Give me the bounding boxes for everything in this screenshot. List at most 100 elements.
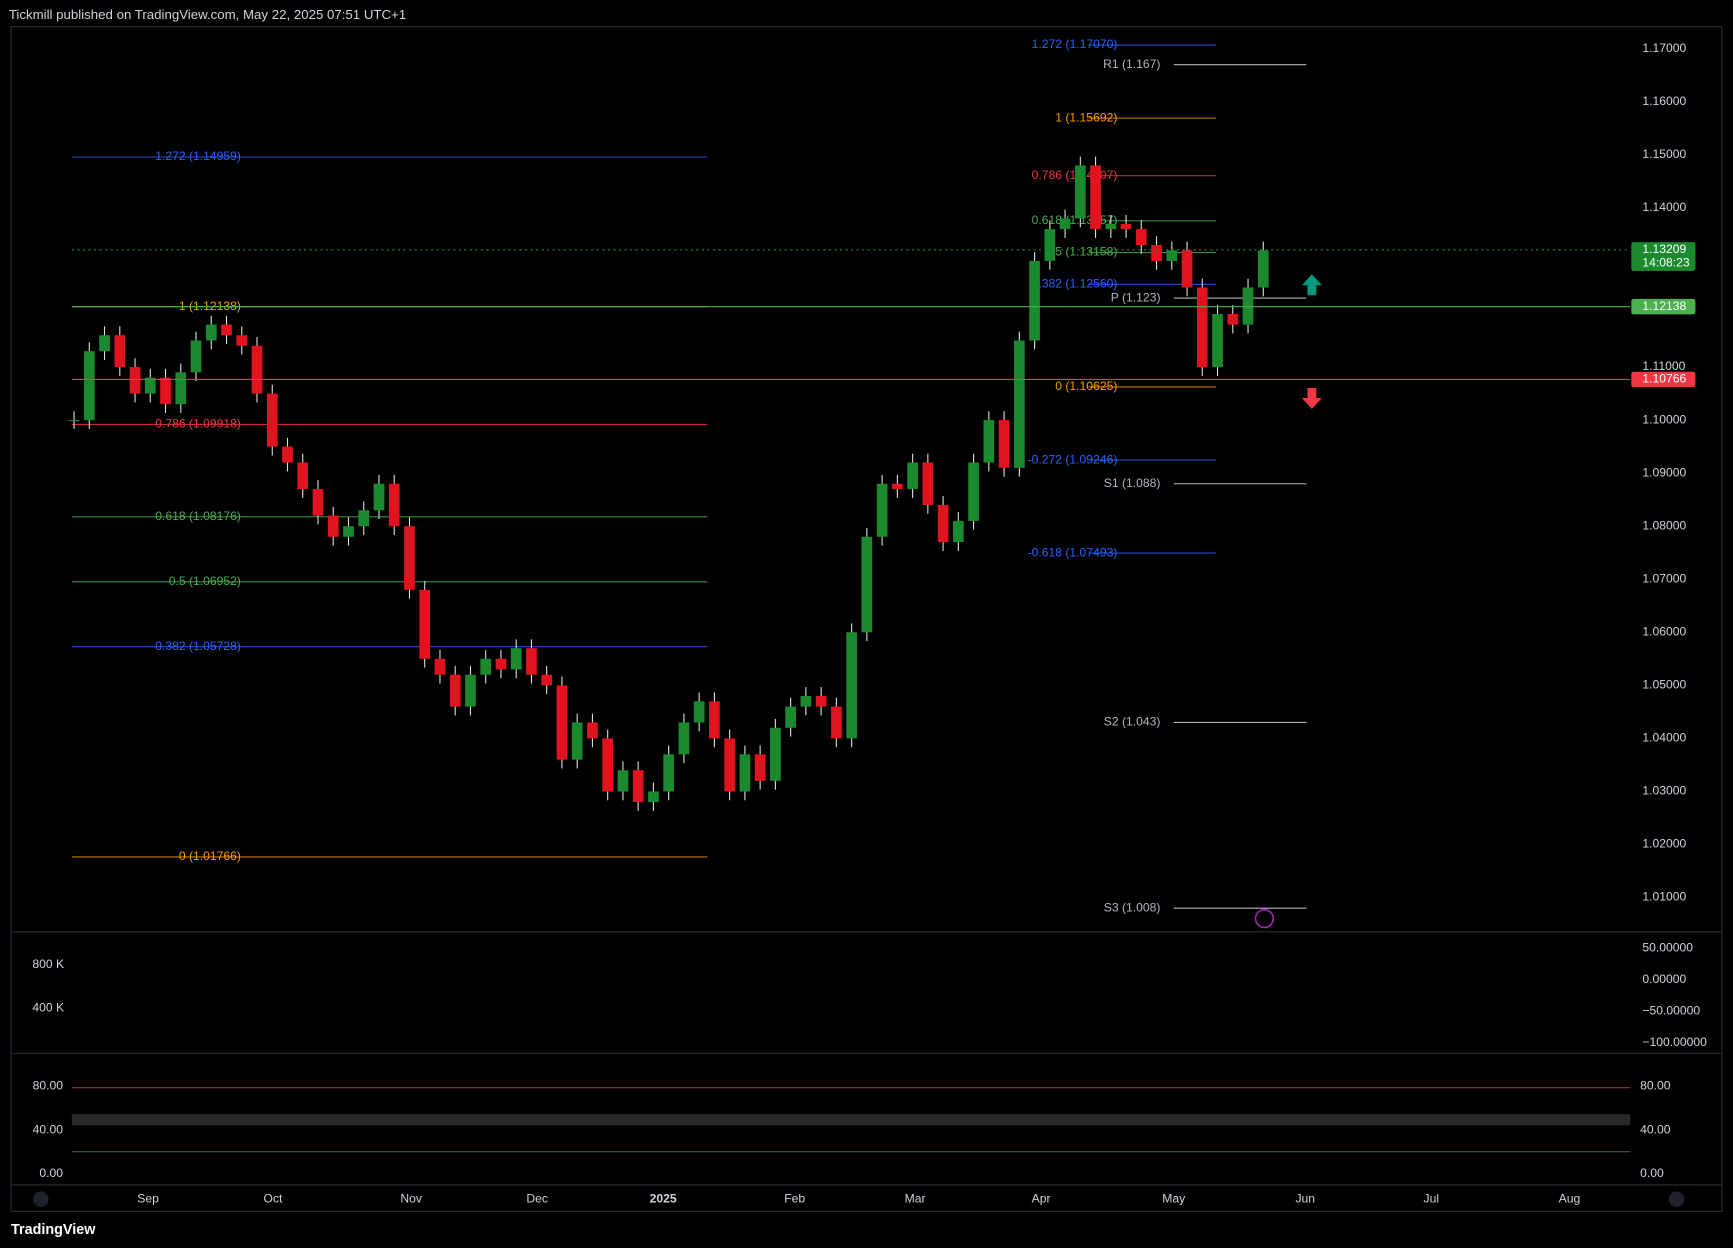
candle-body — [1196, 287, 1208, 368]
volume-tick-label: 800 K — [32, 957, 64, 971]
candle-body — [861, 536, 873, 633]
candle-body — [526, 648, 537, 675]
stoch-band — [71, 1114, 1631, 1126]
price-tag-label: 1.12138 — [1642, 299, 1686, 313]
candle-body — [99, 335, 110, 352]
price-tag-time: 14:08:23 — [1642, 255, 1690, 269]
candle-body — [663, 754, 675, 792]
candle-body — [968, 462, 979, 521]
candle-body — [129, 367, 141, 394]
candle-body — [1105, 223, 1117, 230]
time-tick-label: Sep — [137, 1191, 159, 1205]
candle-body — [266, 393, 278, 447]
candle-body — [602, 738, 614, 792]
candle-body — [785, 706, 796, 728]
candle-body — [876, 483, 888, 537]
candle-body — [709, 701, 720, 739]
alert-icon[interactable] — [1254, 908, 1275, 929]
candle-body — [388, 483, 400, 527]
price-tick-label: 1.16000 — [1642, 94, 1686, 108]
fib-label: 0.5 (1.13158) — [1045, 245, 1117, 259]
candle-body — [327, 515, 339, 537]
fib-label: -0.618 (1.07493) — [1028, 545, 1118, 559]
time-tick-label: May — [1162, 1191, 1186, 1205]
time-tick-label: Nov — [400, 1191, 423, 1205]
time-tick-label: Feb — [784, 1191, 805, 1205]
pivot-label: R1 (1.167) — [1103, 57, 1160, 71]
candle-body — [678, 722, 690, 755]
candle-body — [892, 483, 903, 490]
candle-body — [175, 372, 187, 405]
candle-body — [205, 324, 217, 341]
down-arrow — [1301, 388, 1322, 410]
candle-body — [251, 345, 263, 394]
publish-header: Tickmill published on TradingView.com, M… — [9, 7, 406, 22]
auto-button[interactable] — [1668, 1191, 1685, 1208]
candle-body — [1090, 165, 1101, 230]
candle-body — [221, 324, 232, 336]
price-tag-label: 1.13209 — [1642, 242, 1686, 256]
time-tick-label: Apr — [1032, 1191, 1051, 1205]
pivot-label: P (1.123) — [1111, 290, 1161, 304]
stoch-tick-label: 40.00 — [1640, 1122, 1671, 1136]
chart-frame — [10, 26, 1723, 1212]
candle-body — [480, 658, 492, 675]
candle-body — [571, 722, 583, 760]
candle-body — [114, 335, 126, 368]
candle-body — [983, 420, 995, 463]
stoch-tick-label: 0.00 — [1640, 1166, 1664, 1180]
time-tick-label: 2025 — [650, 1191, 677, 1205]
fib-label: -0.272 (1.09246) — [1028, 452, 1118, 466]
footer-logo: TradingView — [11, 1222, 96, 1238]
candle-body — [632, 770, 644, 803]
candle-body — [190, 340, 202, 373]
price-tick-label: 1.10000 — [1642, 412, 1686, 426]
fib-label: 1.272 (1.14959) — [155, 149, 241, 163]
candle-body — [815, 695, 827, 707]
candle-body — [297, 462, 309, 490]
zoom-button[interactable] — [33, 1191, 49, 1208]
candle-body — [312, 489, 324, 516]
stoch-tick-label: 80.00 — [33, 1079, 64, 1093]
price-tick-label: 1.07000 — [1642, 571, 1686, 585]
candle-body — [831, 706, 842, 739]
candle-body — [510, 648, 522, 670]
candle-body — [419, 589, 431, 659]
candle-body — [1212, 313, 1223, 368]
price-tick-label: 1.05000 — [1642, 678, 1686, 692]
oscillator-tick-label: 50.00000 — [1642, 941, 1693, 955]
candle-body — [770, 727, 781, 781]
pivot-label: S2 (1.043) — [1104, 715, 1161, 729]
fib-label: 1.272 (1.17070) — [1032, 37, 1118, 51]
candle-body — [1059, 218, 1071, 230]
candle-body — [236, 335, 248, 346]
time-tick-label: Dec — [526, 1191, 548, 1205]
candle-body — [617, 770, 629, 792]
time-tick-label: Mar — [905, 1191, 926, 1205]
time-tick-label: Aug — [1559, 1191, 1581, 1205]
price-tick-label: 1.08000 — [1642, 518, 1686, 532]
candle-body — [68, 420, 80, 422]
fib-label: 0 (1.01766) — [179, 849, 241, 863]
candle-body — [587, 722, 598, 739]
candle-body — [541, 674, 553, 686]
price-tick-label: 1.15000 — [1642, 147, 1686, 161]
candle-body — [465, 674, 476, 707]
pivot-label: S3 (1.008) — [1104, 900, 1161, 914]
oscillator-tick-label: −50.00000 — [1642, 1004, 1700, 1018]
candle-body — [907, 462, 918, 490]
candle-body — [800, 695, 812, 707]
price-tick-label: 1.11000 — [1642, 359, 1685, 373]
price-tick-label: 1.17000 — [1642, 41, 1686, 55]
volume-tick-label: 400 K — [32, 1000, 64, 1014]
fib-label: 0.618 (1.13757) — [1032, 213, 1118, 227]
oscillator-tick-label: 0.00000 — [1642, 972, 1686, 986]
candle-body — [1242, 287, 1254, 325]
candle-body — [1074, 165, 1086, 219]
candle-body — [739, 754, 751, 792]
stoch-tick-label: 0.00 — [39, 1166, 63, 1180]
candle-body — [556, 685, 568, 760]
candle-body — [1166, 250, 1178, 261]
candle-body — [922, 462, 934, 505]
